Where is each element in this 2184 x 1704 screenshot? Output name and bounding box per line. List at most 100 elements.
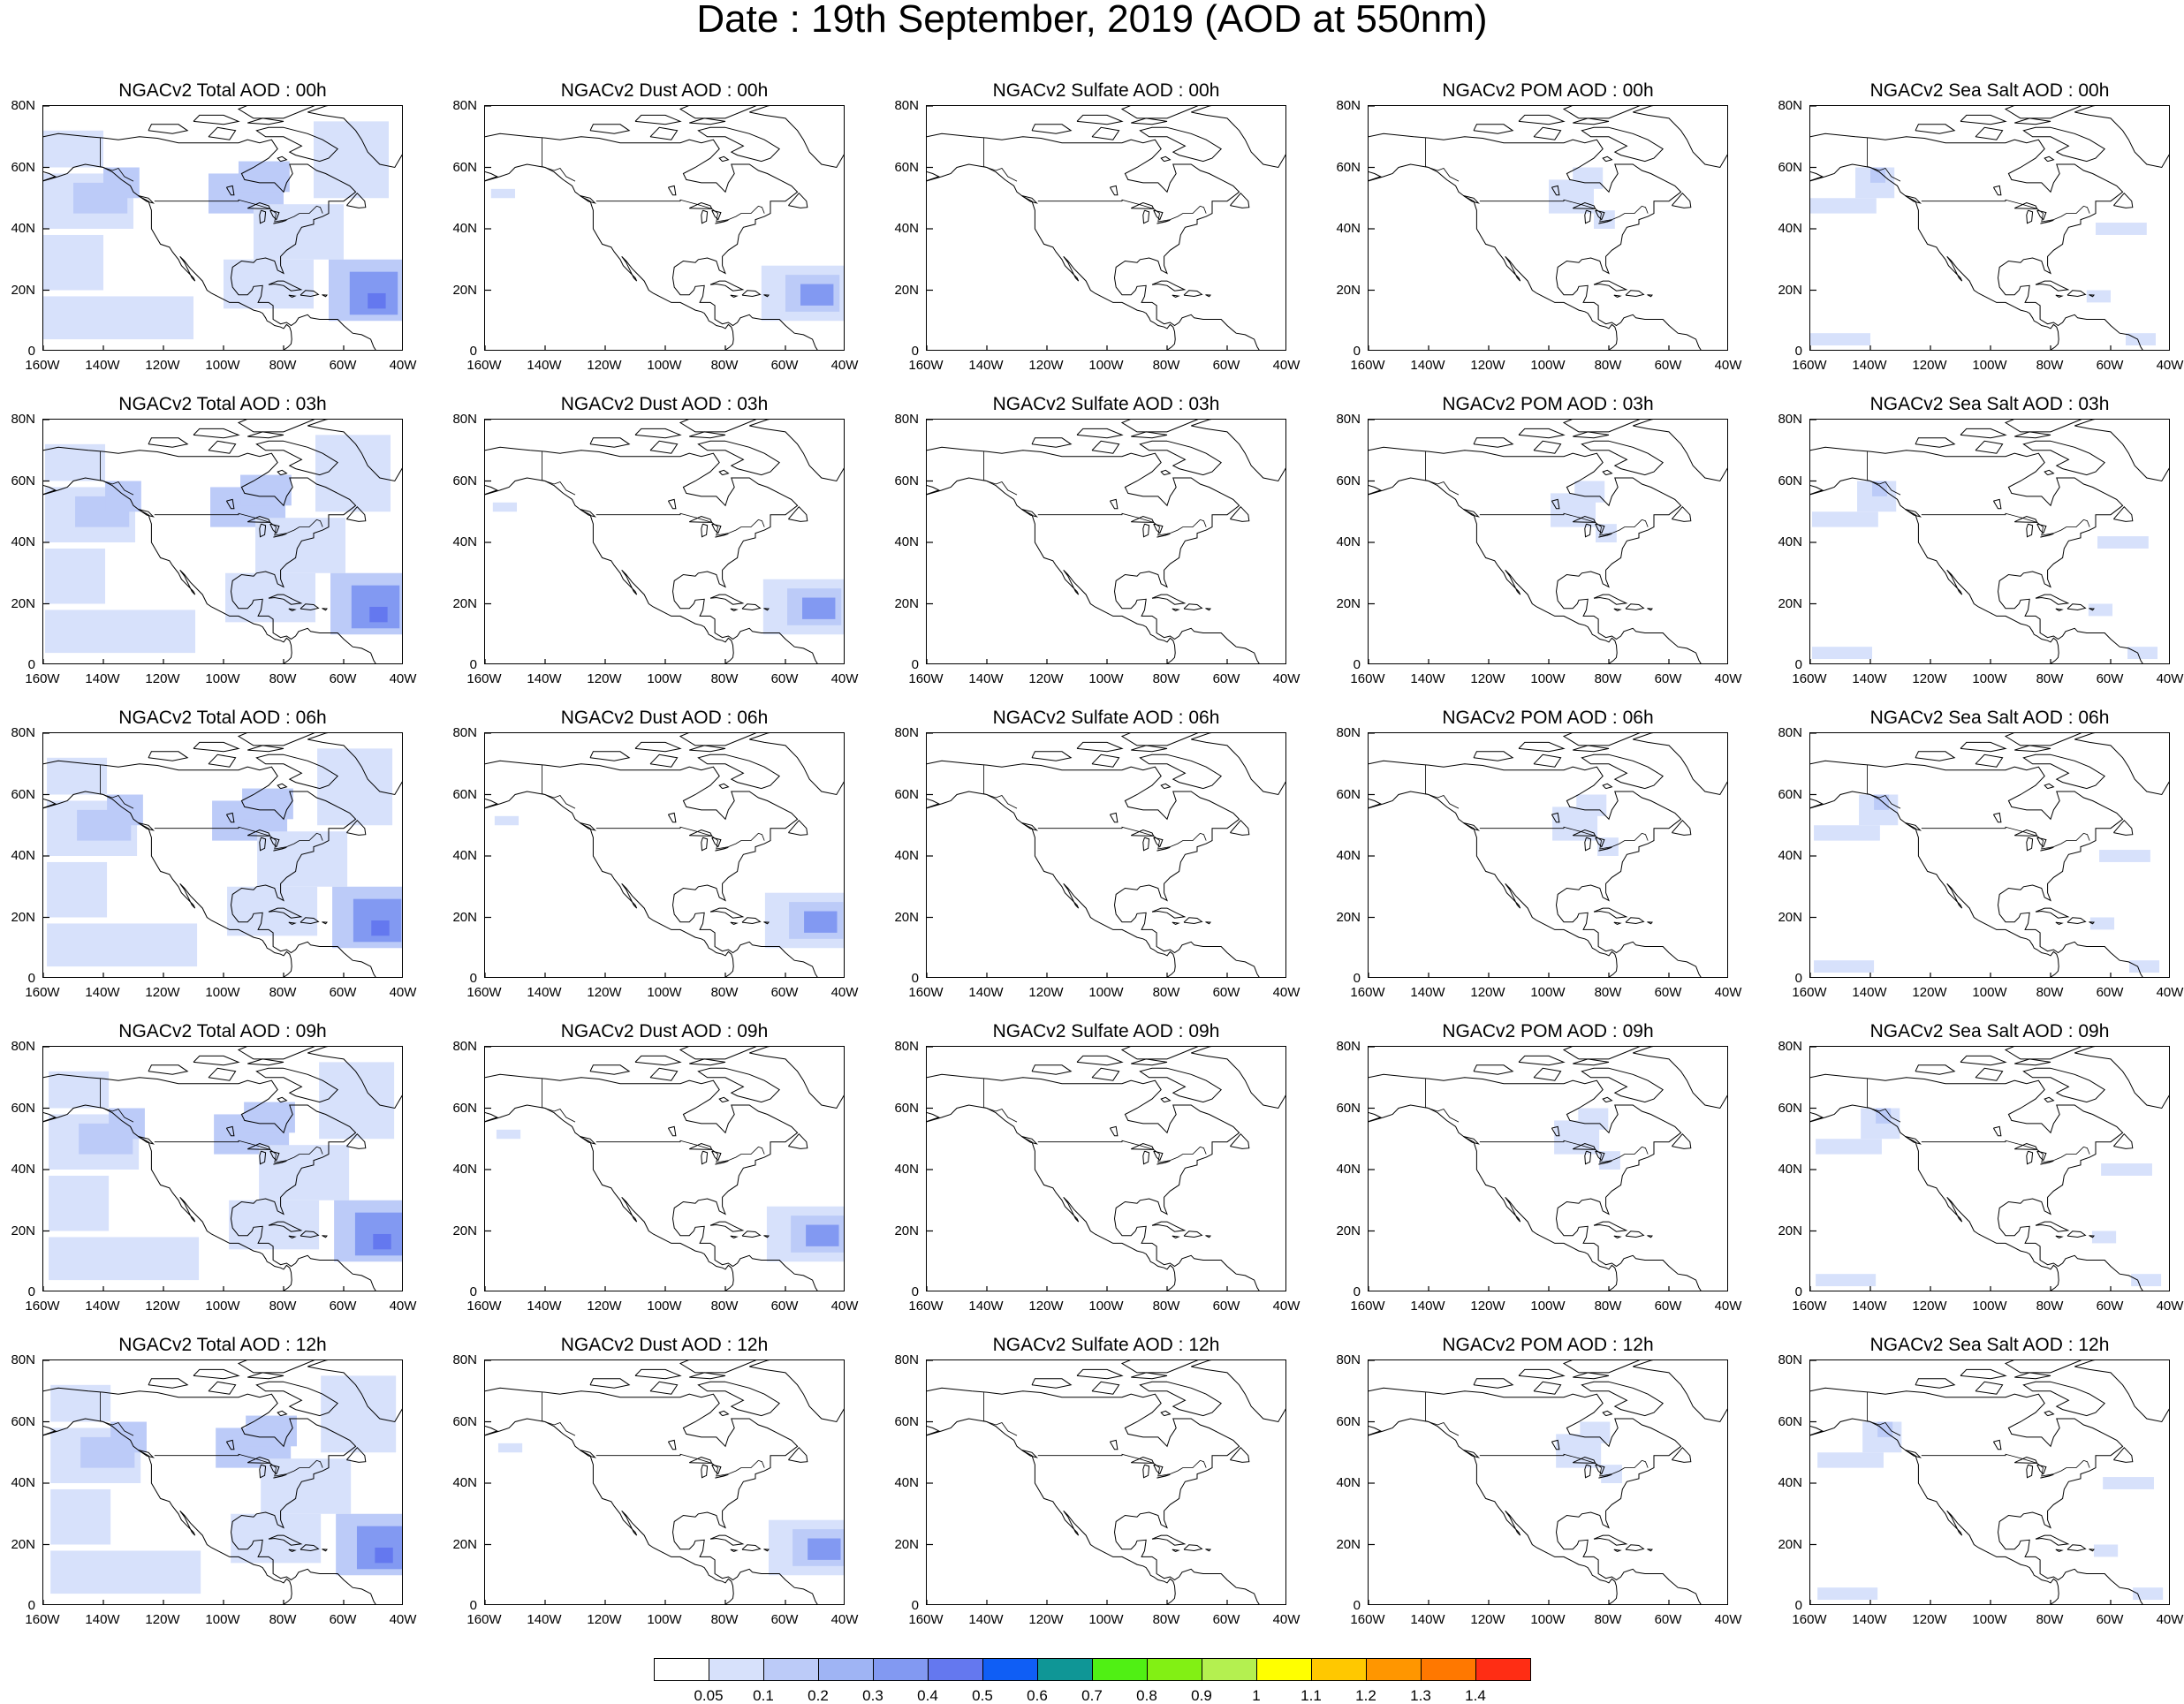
newfoundland-line: [1672, 819, 1692, 836]
x-tick-label: 40W: [830, 1612, 859, 1627]
hispaniola-line: [300, 917, 320, 925]
aod-map: [485, 420, 844, 663]
great-lakes-huron-line: [1595, 1464, 1605, 1475]
alaska-border-line: [542, 451, 576, 496]
great-lakes-huron-line: [711, 1464, 722, 1475]
y-tick-label: 20N: [1336, 282, 1361, 298]
lake-winnipeg-line: [1992, 1439, 2002, 1450]
x-tick-label: 120W: [587, 985, 622, 1000]
aod-shading: [373, 1233, 391, 1250]
y-tick-label: 20N: [1778, 282, 1802, 298]
ellesmere-line: [679, 1047, 757, 1060]
great-lakes-superior-line: [688, 829, 713, 837]
newfoundland-line: [346, 505, 367, 522]
y-tick-label: 80N: [1778, 412, 1802, 427]
hispaniola-line: [300, 1231, 320, 1238]
x-tick-label: 40W: [389, 1299, 417, 1314]
arctic-island-3-line: [208, 126, 237, 140]
north-america-pacific-line: [485, 1104, 734, 1291]
x-tick-label: 60W: [329, 985, 357, 1000]
vancouver-island-line: [138, 822, 155, 831]
panel-title: NGACv2 Dust AOD : 09h: [560, 1021, 769, 1041]
map-frame: [42, 1046, 403, 1291]
x-tick-label: 120W: [587, 1299, 622, 1314]
map-frame: [1809, 105, 2170, 351]
newfoundland-line: [788, 1446, 808, 1463]
alaska-border-line: [983, 138, 1018, 182]
newfoundland-line: [1672, 505, 1692, 522]
y-tick-label: 60N: [452, 1413, 477, 1429]
x-tick-label: 60W: [1212, 1299, 1240, 1314]
greenland-line: [307, 1360, 402, 1423]
puerto-rico-line: [1647, 294, 1654, 298]
y-tick-label: 80N: [11, 725, 35, 740]
baffin-line: [697, 440, 780, 476]
y-tick-label: 60N: [1336, 473, 1361, 488]
great-lakes-superior-line: [2013, 829, 2038, 837]
great-lakes-huron-line: [2036, 523, 2047, 534]
x-tick-label: 140W: [968, 985, 1004, 1000]
y-tick-label: 0: [469, 1598, 477, 1613]
vancouver-island-line: [580, 822, 596, 831]
ellesmere-line: [679, 733, 757, 746]
aod-shading: [2096, 223, 2147, 235]
arctic-island-4-line: [1131, 745, 1168, 753]
x-tick-label: 120W: [587, 358, 622, 373]
great-lakes-erie-line: [1598, 533, 1612, 538]
map-frame: [1809, 1046, 2170, 1291]
greenland-line: [2074, 1360, 2169, 1423]
x-tick-label: 120W: [145, 1299, 180, 1314]
x-tick-label: 120W: [145, 1612, 180, 1627]
y-tick-label: 80N: [452, 98, 477, 113]
x-tick-label: 80W: [1152, 1299, 1180, 1314]
alaska-border-line: [100, 765, 134, 809]
baffin-line: [2022, 440, 2105, 476]
y-tick-label: 0: [27, 344, 35, 359]
x-tick-label: 60W: [770, 671, 799, 686]
great-lakes-huron-line: [711, 523, 722, 534]
north-america-west-line: [927, 133, 1260, 350]
x-tick-label: 80W: [1594, 1612, 1622, 1627]
x-tick-label: 160W: [466, 985, 502, 1000]
north-america-pacific-line: [43, 477, 292, 663]
arctic-island-3-line: [649, 1067, 679, 1081]
alaska-border-line: [1425, 138, 1460, 182]
colorbar-label: 0.8: [1136, 1687, 1157, 1704]
aod-shading: [800, 284, 834, 306]
greenland-line: [307, 106, 402, 169]
alaska-border-line: [983, 451, 1018, 496]
aod-shading: [1870, 167, 1885, 183]
map-frame: [1368, 105, 1728, 351]
x-tick-label: 160W: [1792, 1299, 1827, 1314]
arctic-island-4-line: [689, 431, 726, 439]
hudson-islands-line: [277, 469, 288, 476]
x-tick-label: 80W: [2036, 358, 2064, 373]
x-tick-label: 120W: [1912, 358, 1947, 373]
newfoundland-line: [1672, 192, 1692, 208]
x-tick-label: 80W: [1594, 1299, 1622, 1314]
vancouver-island-line: [1021, 822, 1038, 831]
y-tick-label: 40N: [452, 1162, 477, 1177]
y-tick-label: 60N: [1336, 786, 1361, 802]
y-tick-label: 80N: [1336, 725, 1361, 740]
arctic-island-1-line: [589, 437, 631, 448]
x-tick-label: 40W: [1272, 1299, 1301, 1314]
newfoundland-line: [1672, 1446, 1692, 1463]
arctic-island-4-line: [689, 745, 726, 753]
y-tick-label: 60N: [894, 786, 919, 802]
newfoundland-line: [1230, 819, 1250, 836]
aod-shading: [255, 518, 346, 573]
map-frame: [42, 419, 403, 664]
jamaica-line: [730, 1235, 739, 1239]
x-tick-label: 160W: [1792, 985, 1827, 1000]
us-canada-border-line: [1921, 1140, 2090, 1163]
colorbar-swatch: [654, 1658, 709, 1681]
aod-shading: [242, 788, 293, 820]
aod-shading: [1817, 1587, 1878, 1601]
panel-title: NGACv2 Dust AOD : 00h: [560, 80, 769, 101]
great-lakes-superior-line: [1572, 515, 1596, 523]
vancouver-island-line: [138, 195, 155, 204]
y-tick-label: 40N: [894, 848, 919, 863]
map-frame: [42, 105, 403, 351]
x-tick-label: 140W: [1852, 1612, 1887, 1627]
